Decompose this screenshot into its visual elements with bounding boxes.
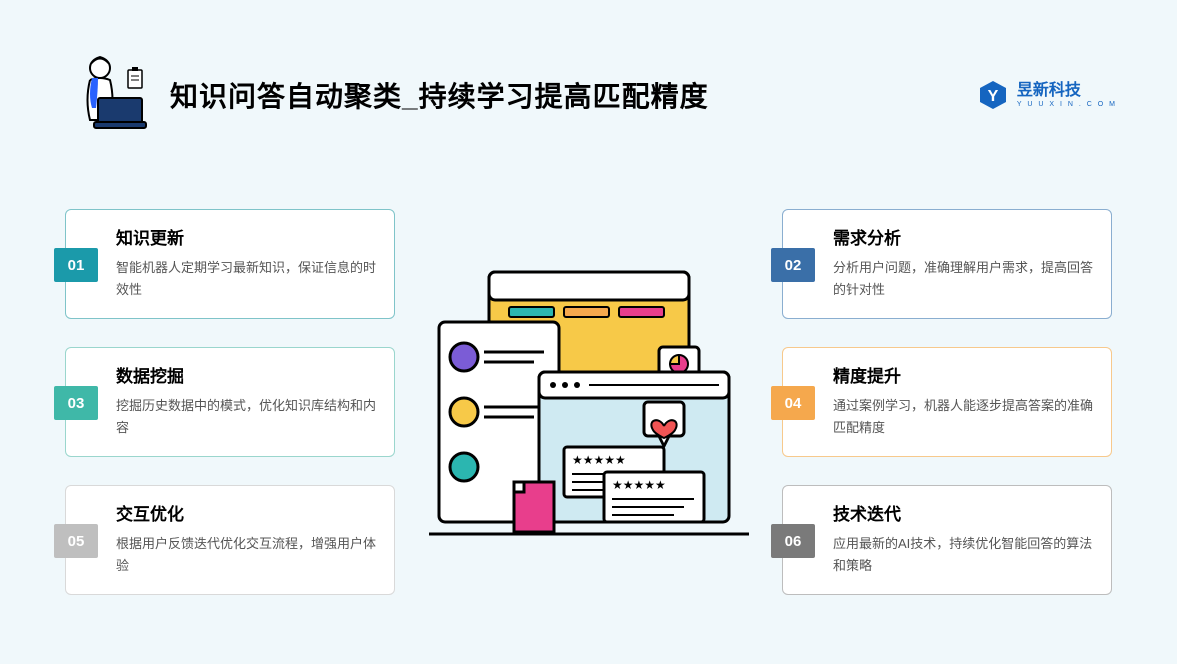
- card-desc: 智能机器人定期学习最新知识，保证信息的时效性: [116, 257, 378, 301]
- card-number-badge: 05: [54, 524, 98, 558]
- right-column: 02需求分析分析用户问题，准确理解用户需求，提高回答的针对性04精度提升通过案例…: [782, 209, 1112, 595]
- info-card-04: 04精度提升通过案例学习，机器人能逐步提高答案的准确匹配精度: [782, 347, 1112, 457]
- card-title: 交互优化: [116, 500, 378, 525]
- info-card-03: 03数据挖掘挖掘历史数据中的模式，优化知识库结构和内容: [65, 347, 395, 457]
- svg-text:Y: Y: [988, 88, 999, 105]
- card-desc: 应用最新的AI技术，持续优化智能回答的算法和策略: [833, 533, 1095, 577]
- card-desc: 分析用户问题，准确理解用户需求，提高回答的针对性: [833, 257, 1095, 301]
- header-left: 知识问答自动聚类_持续学习提高匹配精度: [60, 50, 709, 140]
- card-desc: 根据用户反馈迭代优化交互流程，增强用户体验: [116, 533, 378, 577]
- card-desc: 挖掘历史数据中的模式，优化知识库结构和内容: [116, 395, 378, 439]
- card-desc: 通过案例学习，机器人能逐步提高答案的准确匹配精度: [833, 395, 1095, 439]
- card-title: 精度提升: [833, 362, 1095, 387]
- card-title: 数据挖掘: [116, 362, 378, 387]
- info-card-06: 06技术迭代应用最新的AI技术，持续优化智能回答的算法和策略: [782, 485, 1112, 595]
- person-laptop-icon: [60, 50, 150, 140]
- logo-text: 昱新科技 Y U U X I N . C O M: [1017, 83, 1117, 108]
- center-illustration: ★★★★★ ★★★★★: [415, 180, 762, 624]
- card-number-badge: 03: [54, 386, 98, 420]
- svg-text:★★★★★: ★★★★★: [612, 478, 666, 492]
- header: 知识问答自动聚类_持续学习提高匹配精度 Y 昱新科技 Y U U X I N .…: [60, 50, 1117, 140]
- info-card-05: 05交互优化根据用户反馈迭代优化交互流程，增强用户体验: [65, 485, 395, 595]
- card-title: 需求分析: [833, 224, 1095, 249]
- logo-name: 昱新科技: [1017, 83, 1117, 99]
- info-card-02: 02需求分析分析用户问题，准确理解用户需求，提高回答的针对性: [782, 209, 1112, 319]
- logo-sub: Y U U X I N . C O M: [1017, 101, 1117, 108]
- card-title: 技术迭代: [833, 500, 1095, 525]
- content: 01知识更新智能机器人定期学习最新知识，保证信息的时效性03数据挖掘挖掘历史数据…: [65, 180, 1112, 624]
- logo-hex-icon: Y: [977, 79, 1009, 111]
- card-title: 知识更新: [116, 224, 378, 249]
- logo: Y 昱新科技 Y U U X I N . C O M: [977, 79, 1117, 111]
- card-number-badge: 04: [771, 386, 815, 420]
- card-number-badge: 01: [54, 248, 98, 282]
- info-card-01: 01知识更新智能机器人定期学习最新知识，保证信息的时效性: [65, 209, 395, 319]
- page-title: 知识问答自动聚类_持续学习提高匹配精度: [170, 75, 709, 115]
- svg-text:★★★★★: ★★★★★: [572, 453, 626, 467]
- card-number-badge: 06: [771, 524, 815, 558]
- left-column: 01知识更新智能机器人定期学习最新知识，保证信息的时效性03数据挖掘挖掘历史数据…: [65, 209, 395, 595]
- card-number-badge: 02: [771, 248, 815, 282]
